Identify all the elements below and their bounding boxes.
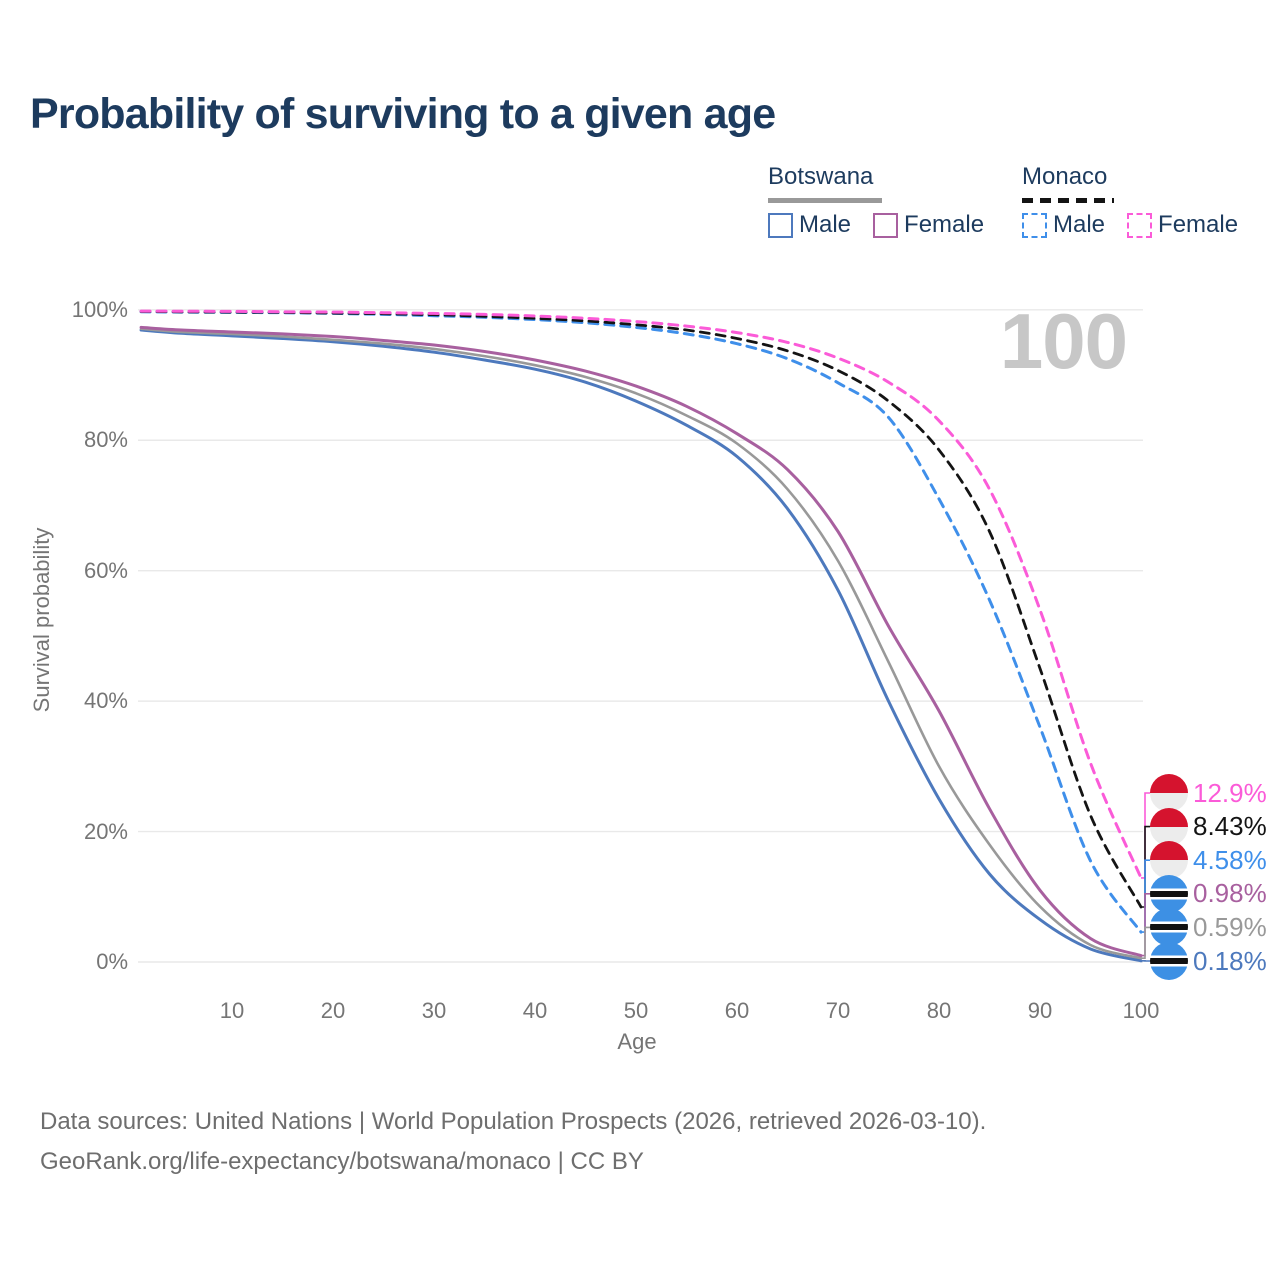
legend-item-monaco-male[interactable]: Male: [1022, 211, 1105, 239]
footer-url[interactable]: GeoRank.org/life-expectancy/botswana/mon…: [40, 1148, 644, 1175]
botswana-flag-icon: [1150, 874, 1188, 913]
legend-country-botswana[interactable]: Botswana: [768, 163, 984, 203]
x-tick-label: 10: [219, 998, 245, 1023]
page-title: Probability of surviving to a given age: [30, 90, 776, 138]
monaco-male-swatch: [1022, 212, 1047, 238]
legend-item-monaco-female[interactable]: Female: [1127, 211, 1238, 239]
x-tick-label: 60: [724, 998, 750, 1023]
x-tick-label: 80: [926, 998, 952, 1023]
end-label-value: 8.43%: [1193, 811, 1267, 842]
end-label-monaco-female[interactable]: 12.9%: [1150, 774, 1267, 812]
footer-sources: Data sources: United Nations | World Pop…: [40, 1108, 987, 1135]
monaco-flag-icon: [1150, 841, 1188, 880]
x-tick-label: 90: [1027, 998, 1053, 1023]
end-label-value: 0.98%: [1193, 878, 1267, 909]
end-label-botswana-female[interactable]: 0.98%: [1150, 874, 1267, 913]
x-tick-label: 20: [320, 998, 346, 1023]
legend-group-monaco: Monaco Male Female: [1022, 163, 1238, 239]
y-tick-label: 20%: [83, 818, 128, 844]
monaco-male-line[interactable]: [139, 310, 1143, 934]
botswana-flag-icon: [1150, 942, 1188, 980]
x-tick-label: 50: [623, 998, 649, 1023]
y-tick-label: 60%: [83, 557, 128, 583]
x-tick-label: 40: [522, 998, 548, 1023]
x-tick-label: 70: [825, 998, 851, 1023]
legend-group-botswana: Botswana Male Female: [768, 163, 984, 239]
botswana-female-swatch: [873, 212, 899, 238]
x-axis-title: Age: [617, 1029, 657, 1054]
monaco-female-swatch: [1127, 212, 1153, 238]
botswana-line[interactable]: [139, 327, 1143, 960]
end-label-connector: [1141, 926, 1153, 959]
legend-country-monaco[interactable]: Monaco: [1022, 163, 1238, 203]
legend-item-label: Female: [1158, 211, 1239, 238]
y-tick-label: 100%: [71, 296, 128, 322]
botswana-female-line[interactable]: [139, 325, 1143, 958]
monaco-line[interactable]: [139, 310, 1143, 909]
end-label-monaco[interactable]: 8.43%: [1150, 807, 1267, 846]
end-label-botswana[interactable]: 0.59%: [1150, 908, 1267, 947]
botswana-male-line[interactable]: [139, 328, 1143, 963]
y-axis-title: Survival probability: [29, 527, 54, 713]
legend-item-botswana-male[interactable]: Male: [768, 211, 851, 239]
y-tick-label: 80%: [83, 427, 128, 453]
legend-country-monaco-label: Monaco: [1022, 163, 1108, 190]
x-tick-label: 30: [421, 998, 447, 1023]
legend-item-label: Male: [1053, 211, 1106, 238]
botswana-male-swatch: [768, 212, 793, 238]
monaco-dashed-line-swatch: [1022, 198, 1114, 203]
y-tick-label: 40%: [83, 688, 128, 714]
legend-item-label: Male: [799, 211, 852, 238]
y-tick-label: 0%: [96, 949, 128, 974]
age-watermark: 100: [999, 297, 1128, 385]
end-label-value: 12.9%: [1193, 777, 1267, 808]
monaco-flag-icon: [1150, 774, 1188, 812]
botswana-flag-icon: [1150, 908, 1188, 947]
monaco-female-line[interactable]: [139, 309, 1143, 880]
end-label-value: 4.58%: [1193, 844, 1267, 875]
end-label-botswana-male[interactable]: 0.18%: [1150, 942, 1267, 980]
botswana-solid-line-swatch: [768, 198, 882, 203]
legend-country-botswana-label: Botswana: [768, 163, 874, 190]
monaco-flag-icon: [1150, 807, 1188, 846]
end-label-value: 0.18%: [1193, 945, 1267, 976]
legend-item-label: Female: [904, 211, 985, 238]
end-label-value: 0.59%: [1193, 911, 1267, 942]
end-label-connector: [1141, 893, 1153, 957]
legend-item-botswana-female[interactable]: Female: [873, 211, 984, 239]
x-tick-label: 100: [1122, 998, 1160, 1023]
end-label-monaco-male[interactable]: 4.58%: [1150, 841, 1267, 880]
